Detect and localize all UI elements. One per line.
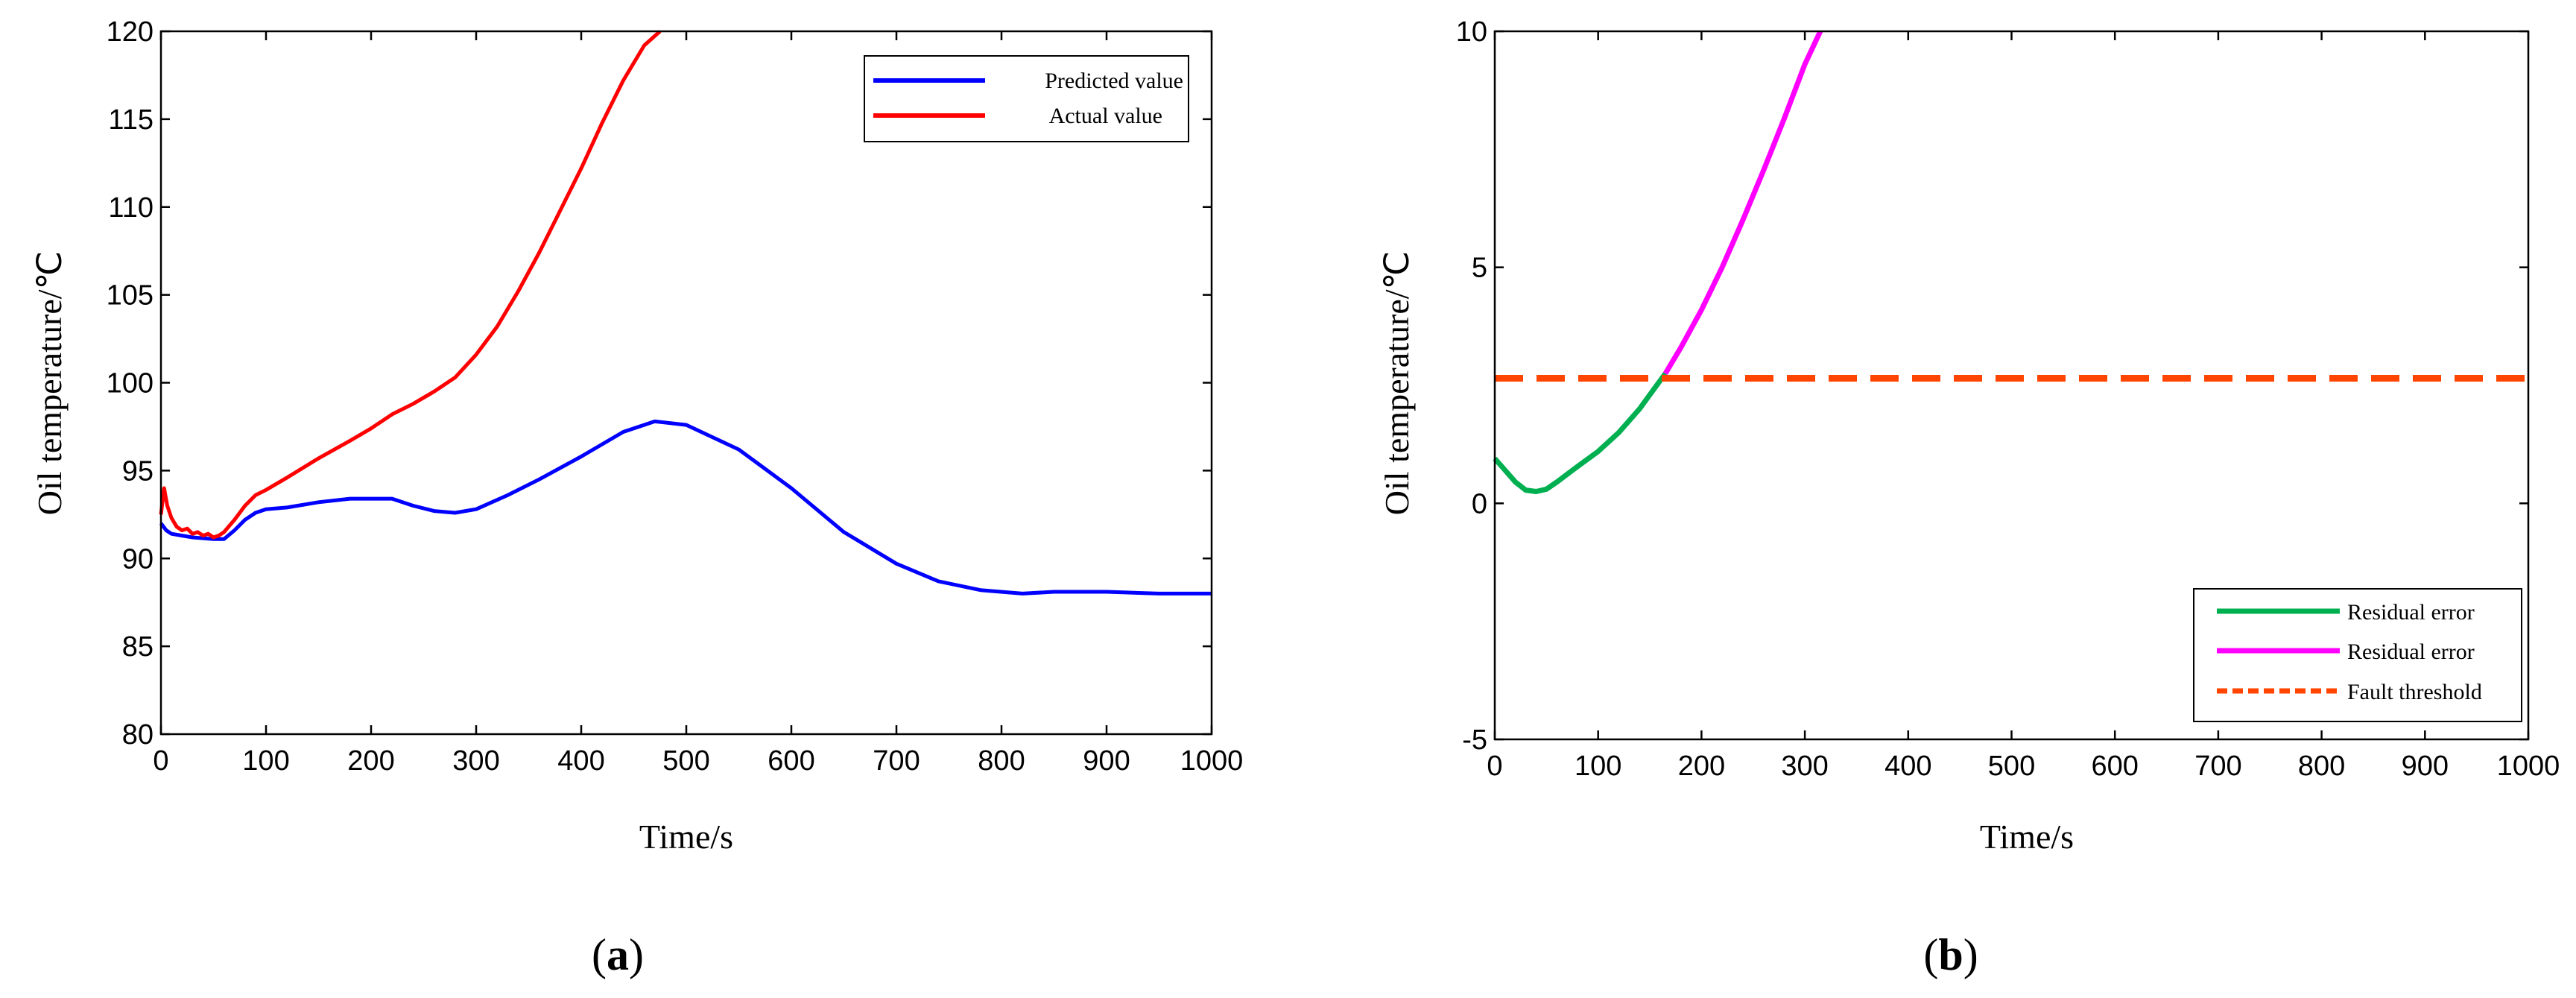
chart-a-y-tick-label: 85 — [122, 631, 154, 663]
chart-a-y-tick-label: 90 — [122, 543, 154, 575]
chart-b-y-tick-label: 0 — [1472, 488, 1487, 519]
chart-b-x-tick-label: 900 — [2402, 751, 2449, 782]
chart-b-x-tick-label: 400 — [1884, 751, 1931, 782]
chart-a-ticks: 0 100 200 300 400 500 600 700 800 900 1000 80 85 90 95… — [107, 16, 1244, 777]
chart-b-x-axis-label: Time/s — [1980, 818, 2074, 856]
chart-a-x-tick-label: 400 — [557, 745, 604, 777]
chart-a-y-tick-label: 100 — [107, 368, 154, 399]
chart-b-legend-label-residual-magenta: Residual error — [2347, 639, 2475, 664]
chart-a-x-tick-label: 1000 — [1180, 745, 1244, 777]
chart-a-series-1-line — [159, 30, 662, 540]
chart-b-x-tick-label: 500 — [1988, 751, 2035, 782]
chart-b-legend-label-threshold: Fault threshold — [2347, 680, 2482, 704]
chart-a-x-tick-label: 800 — [978, 745, 1025, 777]
chart-a-y-axis-label: Oil temperature/℃ — [31, 251, 69, 515]
chart-a-x-axis-label: Time/s — [639, 818, 733, 856]
chart-b-legend-label-residual-green: Residual error — [2347, 600, 2475, 625]
chart-a-x-tick-label: 300 — [452, 745, 499, 777]
chart-a-legend: Predicted value Actual value — [864, 55, 1189, 142]
chart-a-x-tick-label: 500 — [662, 745, 709, 777]
chart-a-y-tick-label: 115 — [108, 104, 154, 136]
chart-a-x-tick-label: 600 — [768, 745, 814, 777]
chart-a-x-tick-label: 200 — [347, 745, 394, 777]
chart-b-series-group — [1493, 30, 2528, 494]
chart-a-x-tick-label: 0 — [153, 745, 168, 777]
chart-b-x-tick-label: 800 — [2298, 751, 2345, 782]
chart-a-y-tick-label: 105 — [107, 280, 154, 312]
chart-a-series-0-line — [159, 419, 1212, 596]
chart-b-y-tick-label: 10 — [1456, 16, 1487, 48]
chart-a-panel-letter: a — [607, 930, 629, 979]
chart-a-y-tick-label: 120 — [107, 16, 154, 48]
chart-a-y-tick-label: 80 — [122, 719, 154, 751]
chart-b-x-tick-label: 700 — [2194, 751, 2241, 782]
chart-b-y-axis-label: Oil temperature/℃ — [1378, 251, 1416, 515]
chart-b-y-tick-label: 5 — [1472, 253, 1487, 284]
chart-a-x-tick-label: 100 — [242, 745, 289, 777]
chart-b-panel-letter: b — [1938, 930, 1963, 979]
chart-b-y-tick-label: -5 — [1462, 724, 1487, 756]
chart-a-series-group — [159, 30, 1212, 596]
chart-a-y-tick-label: 110 — [108, 192, 154, 224]
chart-b-series-0-line — [1493, 372, 1668, 494]
chart-b-x-tick-label: 1000 — [2497, 751, 2560, 782]
chart-b-panel-label: (b) — [1923, 930, 1978, 979]
chart-panel-a: 0 100 200 300 400 500 600 700 800 900 1000 80 85 90 95… — [31, 16, 1243, 979]
chart-a-y-tick-label: 95 — [122, 455, 154, 487]
chart-a-x-tick-label: 700 — [873, 745, 920, 777]
chart-a-legend-box — [864, 55, 1189, 142]
chart-a-legend-label-actual: Actual value — [1049, 104, 1162, 128]
chart-b-x-tick-label: 300 — [1781, 751, 1828, 782]
chart-a-x-tick-label: 900 — [1083, 745, 1130, 777]
chart-b-x-tick-label: 100 — [1575, 751, 1621, 782]
chart-b-x-tick-label: 0 — [1487, 751, 1502, 782]
chart-b-legend: Residual error Residual error Fault thre… — [2193, 588, 2522, 722]
chart-b-x-tick-label: 600 — [2091, 751, 2138, 782]
chart-a-legend-label-predicted: Predicted value — [1045, 69, 1183, 93]
chart-a-panel-label: (a) — [592, 930, 644, 979]
chart-b-x-tick-label: 200 — [1678, 751, 1725, 782]
chart-b-series-1-line — [1662, 30, 1823, 375]
